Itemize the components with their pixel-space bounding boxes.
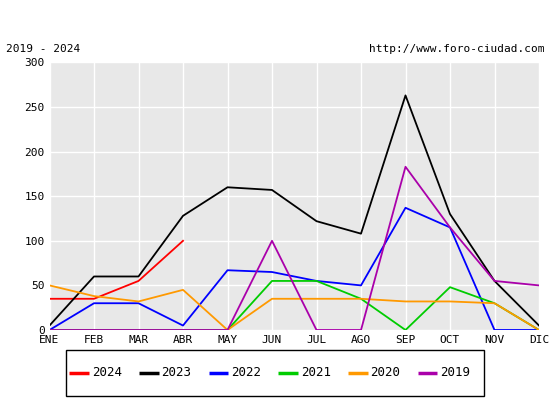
Text: 2022: 2022 [231,366,261,380]
Text: 2019 - 2024: 2019 - 2024 [6,44,80,54]
Text: 2023: 2023 [162,366,191,380]
Text: 2020: 2020 [371,366,400,380]
Text: 2024: 2024 [92,366,122,380]
Text: 2019: 2019 [440,366,470,380]
Text: http://www.foro-ciudad.com: http://www.foro-ciudad.com [369,44,544,54]
Text: Evolucion Nº Turistas Extranjeros en el municipio de Valbuena de Duero: Evolucion Nº Turistas Extranjeros en el … [0,10,550,25]
Text: 2021: 2021 [301,366,331,380]
